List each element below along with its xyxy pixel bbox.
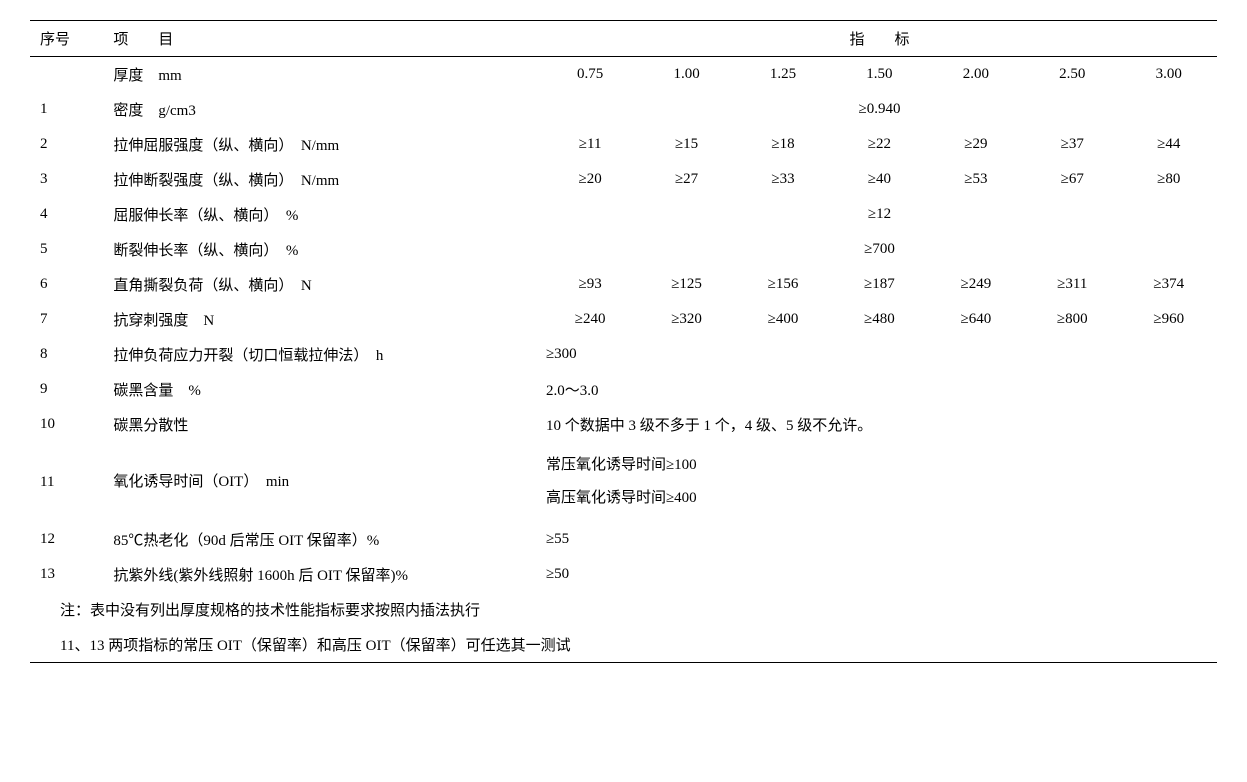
row-val-5: ≥67 bbox=[1024, 162, 1120, 197]
thickness-val-6: 3.00 bbox=[1120, 57, 1217, 93]
row-span-val: ≥55 bbox=[542, 522, 1217, 557]
note-1: 注：表中没有列出厚度规格的技术性能指标要求按照内插法执行 bbox=[30, 592, 1217, 627]
row-item: 拉伸屈服强度（纵、横向） N/mm bbox=[113, 127, 542, 162]
table-body: 厚度 mm0.751.001.251.502.002.503.001密度 g/c… bbox=[30, 57, 1217, 663]
row-val-1: ≥125 bbox=[638, 267, 734, 302]
row-val-3: ≥40 bbox=[831, 162, 927, 197]
row-item: 抗穿刺强度 N bbox=[113, 302, 542, 337]
row-val-3: ≥22 bbox=[831, 127, 927, 162]
thickness-val-0: 0.75 bbox=[542, 57, 638, 93]
thickness-val-4: 2.00 bbox=[928, 57, 1024, 93]
row-val-2: ≥18 bbox=[735, 127, 831, 162]
table-row: 8拉伸负荷应力开裂（切口恒载拉伸法） h≥300 bbox=[30, 337, 1217, 372]
row-seq: 4 bbox=[30, 197, 113, 232]
row-item: 拉伸断裂强度（纵、横向） N/mm bbox=[113, 162, 542, 197]
table-row: 3拉伸断裂强度（纵、横向） N/mm≥20≥27≥33≥40≥53≥67≥80 bbox=[30, 162, 1217, 197]
row-val-0: ≥240 bbox=[542, 302, 638, 337]
row-val-4: ≥640 bbox=[928, 302, 1024, 337]
row-val-6: ≥80 bbox=[1120, 162, 1217, 197]
thickness-label: 厚度 mm bbox=[113, 57, 542, 93]
row-span-val: ≥700 bbox=[542, 232, 1217, 267]
row-seq: 5 bbox=[30, 232, 113, 267]
table-row: 10碳黑分散性10 个数据中 3 级不多于 1 个，4 级、5 级不允许。 bbox=[30, 407, 1217, 442]
table-row: 5断裂伸长率（纵、横向） %≥700 bbox=[30, 232, 1217, 267]
row-seq: 10 bbox=[30, 407, 113, 442]
row-val-5: ≥800 bbox=[1024, 302, 1120, 337]
row-val-0: ≥11 bbox=[542, 127, 638, 162]
row-item: 屈服伸长率（纵、横向） % bbox=[113, 197, 542, 232]
row-item: 拉伸负荷应力开裂（切口恒载拉伸法） h bbox=[113, 337, 542, 372]
table-row: 11氧化诱导时间（OIT） min常压氧化诱导时间≥100高压氧化诱导时间≥40… bbox=[30, 442, 1217, 522]
row-seq: 6 bbox=[30, 267, 113, 302]
row-val-0: ≥93 bbox=[542, 267, 638, 302]
row-span-val-2: 常压氧化诱导时间≥100高压氧化诱导时间≥400 bbox=[542, 442, 1217, 522]
table-row: 注：表中没有列出厚度规格的技术性能指标要求按照内插法执行 bbox=[30, 592, 1217, 627]
row-seq: 3 bbox=[30, 162, 113, 197]
row-span-val: 2.0～3.0 bbox=[542, 372, 1217, 407]
row-val-2: ≥156 bbox=[735, 267, 831, 302]
row-val-1: ≥15 bbox=[638, 127, 734, 162]
row-item: 氧化诱导时间（OIT） min bbox=[113, 442, 542, 522]
row-val-2: ≥400 bbox=[735, 302, 831, 337]
table-row: 9碳黑含量 %2.0～3.0 bbox=[30, 372, 1217, 407]
row-val-3: ≥187 bbox=[831, 267, 927, 302]
row-val-2: ≥33 bbox=[735, 162, 831, 197]
row-item: 碳黑分散性 bbox=[113, 407, 542, 442]
row-item: 碳黑含量 % bbox=[113, 372, 542, 407]
row-item: 直角撕裂负荷（纵、横向） N bbox=[113, 267, 542, 302]
row-val-1: ≥27 bbox=[638, 162, 734, 197]
row-val-6: ≥44 bbox=[1120, 127, 1217, 162]
table-row: 2拉伸屈服强度（纵、横向） N/mm≥11≥15≥18≥22≥29≥37≥44 bbox=[30, 127, 1217, 162]
row-span-val: 10 个数据中 3 级不多于 1 个，4 级、5 级不允许。 bbox=[542, 407, 1217, 442]
thickness-val-1: 1.00 bbox=[638, 57, 734, 93]
header-seq: 序号 bbox=[30, 21, 113, 57]
row-item: 密度 g/cm3 bbox=[113, 92, 542, 127]
row-span-val: ≥12 bbox=[542, 197, 1217, 232]
table-row: 6直角撕裂负荷（纵、横向） N≥93≥125≥156≥187≥249≥311≥3… bbox=[30, 267, 1217, 302]
spec-table: 序号 项 目 指 标 厚度 mm0.751.001.251.502.002.50… bbox=[30, 20, 1217, 663]
row-seq: 1 bbox=[30, 92, 113, 127]
table-row: 厚度 mm0.751.001.251.502.002.503.00 bbox=[30, 57, 1217, 93]
note-2: 11、13 两项指标的常压 OIT（保留率）和高压 OIT（保留率）可任选其一测… bbox=[30, 627, 1217, 663]
row-seq: 8 bbox=[30, 337, 113, 372]
row-val-4: ≥53 bbox=[928, 162, 1024, 197]
row-val-3: ≥480 bbox=[831, 302, 927, 337]
header-row: 序号 项 目 指 标 bbox=[30, 21, 1217, 57]
row-seq: 13 bbox=[30, 557, 113, 592]
thickness-val-5: 2.50 bbox=[1024, 57, 1120, 93]
table-row: 7抗穿刺强度 N≥240≥320≥400≥480≥640≥800≥960 bbox=[30, 302, 1217, 337]
table-row: 1密度 g/cm3≥0.940 bbox=[30, 92, 1217, 127]
row-item: 85℃热老化（90d 后常压 OIT 保留率）% bbox=[113, 522, 542, 557]
row-span-val: ≥300 bbox=[542, 337, 1217, 372]
row-seq: 11 bbox=[30, 442, 113, 522]
row-seq: 9 bbox=[30, 372, 113, 407]
row-val-6: ≥960 bbox=[1120, 302, 1217, 337]
table-row: 11、13 两项指标的常压 OIT（保留率）和高压 OIT（保留率）可任选其一测… bbox=[30, 627, 1217, 663]
row-val-0: ≥20 bbox=[542, 162, 638, 197]
row-span-val: ≥0.940 bbox=[542, 92, 1217, 127]
row-item: 抗紫外线(紫外线照射 1600h 后 OIT 保留率)% bbox=[113, 557, 542, 592]
row-seq: 12 bbox=[30, 522, 113, 557]
row-val-6: ≥374 bbox=[1120, 267, 1217, 302]
row-span-val: ≥50 bbox=[542, 557, 1217, 592]
row-val-1: ≥320 bbox=[638, 302, 734, 337]
table-row: 13抗紫外线(紫外线照射 1600h 后 OIT 保留率)%≥50 bbox=[30, 557, 1217, 592]
header-metric: 指 标 bbox=[542, 21, 1217, 57]
table-row: 1285℃热老化（90d 后常压 OIT 保留率）%≥55 bbox=[30, 522, 1217, 557]
thickness-val-3: 1.50 bbox=[831, 57, 927, 93]
row-val-4: ≥29 bbox=[928, 127, 1024, 162]
row-seq: 2 bbox=[30, 127, 113, 162]
header-item: 项 目 bbox=[113, 21, 542, 57]
row-seq: 7 bbox=[30, 302, 113, 337]
row-val-5: ≥37 bbox=[1024, 127, 1120, 162]
table-row: 4屈服伸长率（纵、横向） %≥12 bbox=[30, 197, 1217, 232]
thickness-val-2: 1.25 bbox=[735, 57, 831, 93]
row-val-4: ≥249 bbox=[928, 267, 1024, 302]
row-val-5: ≥311 bbox=[1024, 267, 1120, 302]
row-item: 断裂伸长率（纵、横向） % bbox=[113, 232, 542, 267]
